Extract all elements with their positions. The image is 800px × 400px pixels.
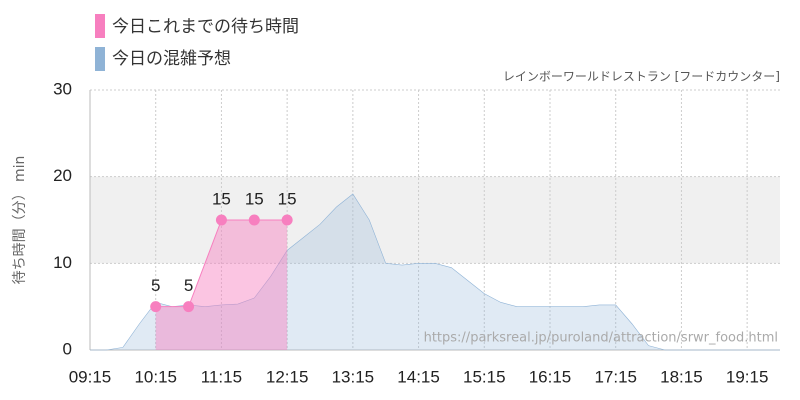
x-tick-label: 19:15 bbox=[726, 367, 769, 386]
legend-swatch bbox=[95, 47, 105, 71]
chart-subtitle: レインボーワールドレストラン [フードカウンター] bbox=[503, 70, 780, 84]
data-label: 15 bbox=[278, 189, 297, 208]
y-axis-label: 待ち時間（分） min bbox=[12, 156, 28, 285]
data-label: 5 bbox=[151, 276, 160, 295]
x-tick-label: 16:15 bbox=[529, 367, 572, 386]
data-label: 5 bbox=[184, 276, 193, 295]
x-tick-label: 17:15 bbox=[594, 367, 637, 386]
x-tick-label: 11:15 bbox=[201, 367, 242, 386]
y-tick-label: 10 bbox=[53, 253, 72, 272]
point bbox=[183, 301, 195, 313]
line bbox=[90, 193, 780, 351]
legend-label: 今日の混雑予想 bbox=[112, 49, 231, 69]
x-tick-label: 12:15 bbox=[266, 367, 309, 386]
grid-band bbox=[90, 176, 780, 264]
point bbox=[215, 214, 227, 226]
y-tick-label: 30 bbox=[53, 79, 72, 98]
area bbox=[90, 194, 780, 350]
data-label: 15 bbox=[245, 189, 264, 208]
point bbox=[150, 301, 162, 313]
y-tick-label: 0 bbox=[63, 339, 72, 358]
point bbox=[248, 214, 260, 226]
x-tick-label: 14:15 bbox=[397, 367, 440, 386]
x-tick-label: 15:15 bbox=[463, 367, 506, 386]
data-label: 15 bbox=[212, 189, 231, 208]
x-tick-label: 09:15 bbox=[69, 367, 112, 386]
watermark: https://parksreal.jp/puroland/attraction… bbox=[424, 331, 778, 346]
x-tick-label: 13:15 bbox=[332, 367, 375, 386]
x-tick-label: 10:15 bbox=[134, 367, 177, 386]
y-tick-label: 20 bbox=[53, 166, 72, 185]
area bbox=[155, 220, 288, 350]
legend-swatch bbox=[95, 14, 105, 38]
plot: 0 10 20 30 09:15 10:15 11:15 12:15 13:15 14:15 15:… bbox=[53, 79, 780, 386]
legend-label: 今日これまでの待ち時間 bbox=[112, 17, 299, 37]
x-tick-label: 18:15 bbox=[660, 367, 703, 386]
point bbox=[281, 214, 293, 226]
